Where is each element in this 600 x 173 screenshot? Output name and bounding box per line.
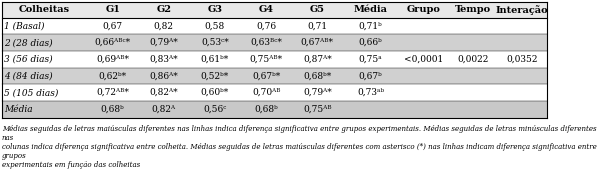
Text: <0,0001: <0,0001 — [404, 55, 443, 64]
Text: 2 (28 dias): 2 (28 dias) — [4, 38, 52, 47]
Bar — [2, 68, 547, 84]
Text: 0,73ᵃᵇ: 0,73ᵃᵇ — [357, 88, 384, 97]
Bar — [2, 84, 547, 101]
Bar — [2, 51, 547, 68]
Text: 0,67ᵇ*: 0,67ᵇ* — [252, 71, 280, 80]
Text: 0,62ᵇ*: 0,62ᵇ* — [98, 71, 127, 80]
Text: Interação: Interação — [496, 5, 548, 15]
Text: G1: G1 — [105, 5, 120, 14]
Text: 0,75ᴬᴮ*: 0,75ᴬᴮ* — [250, 55, 283, 64]
Text: 0,53ᶜ*: 0,53ᶜ* — [201, 38, 229, 47]
Bar — [2, 101, 547, 117]
Text: 0,60ᵇ*: 0,60ᵇ* — [201, 88, 229, 97]
Text: 0,66ᴬᴮᶜ*: 0,66ᴬᴮᶜ* — [95, 38, 131, 47]
Text: G4: G4 — [259, 5, 274, 14]
Text: G2: G2 — [157, 5, 172, 14]
Text: Média: Média — [353, 5, 388, 14]
Text: Grupo: Grupo — [407, 5, 441, 14]
Text: G5: G5 — [310, 5, 325, 14]
Text: 0,86ᴬ*: 0,86ᴬ* — [149, 71, 178, 80]
Text: 0,71ᵇ: 0,71ᵇ — [359, 21, 382, 30]
Text: 0,61ᵇ*: 0,61ᵇ* — [201, 55, 229, 64]
Text: 4 (84 dias): 4 (84 dias) — [4, 71, 52, 80]
Text: 0,67: 0,67 — [103, 21, 123, 30]
Text: 0,67ᵇ: 0,67ᵇ — [359, 71, 382, 80]
Text: 0,0352: 0,0352 — [506, 55, 538, 64]
Text: 0,63ᴮᶜ*: 0,63ᴮᶜ* — [250, 38, 282, 47]
Text: 0,56ᶜ: 0,56ᶜ — [203, 105, 227, 114]
Text: 0,79ᴬ*: 0,79ᴬ* — [149, 38, 178, 47]
Text: 3 (56 dias): 3 (56 dias) — [4, 55, 52, 64]
Text: 0,75ᵃ: 0,75ᵃ — [359, 55, 382, 64]
Text: 0,67ᴬᴮ*: 0,67ᴬᴮ* — [301, 38, 334, 47]
Text: 0,68ᵇ: 0,68ᵇ — [254, 105, 278, 114]
Text: Média: Média — [4, 105, 32, 114]
Text: 0,71: 0,71 — [307, 21, 328, 30]
Text: 0,75ᴬᴮ: 0,75ᴬᴮ — [303, 105, 332, 114]
Text: 0,70ᴬᴮ: 0,70ᴬᴮ — [252, 88, 280, 97]
Text: 0,72ᴬᴮ*: 0,72ᴬᴮ* — [96, 88, 129, 97]
Text: Médias seguidas de letras maiúsculas diferentes nas linhas indica diferença sign: Médias seguidas de letras maiúsculas dif… — [2, 125, 596, 169]
Text: 0,0022: 0,0022 — [457, 55, 488, 64]
Bar — [2, 18, 547, 34]
Text: Tempo: Tempo — [455, 5, 491, 14]
Text: 5 (105 dias): 5 (105 dias) — [4, 88, 58, 97]
Text: 0,82ᴬ*: 0,82ᴬ* — [149, 88, 178, 97]
Text: 0,66ᵇ: 0,66ᵇ — [359, 38, 382, 47]
Text: 0,87ᴬ*: 0,87ᴬ* — [303, 55, 332, 64]
Text: 1 (Basal): 1 (Basal) — [4, 21, 44, 30]
Text: 0,68ᵇ*: 0,68ᵇ* — [303, 71, 331, 80]
Text: 0,76: 0,76 — [256, 21, 276, 30]
Text: 0,69ᴬᴮ*: 0,69ᴬᴮ* — [96, 55, 129, 64]
Text: 0,79ᴬ*: 0,79ᴬ* — [303, 88, 332, 97]
Bar — [2, 2, 547, 18]
Text: Colheitas: Colheitas — [19, 5, 70, 14]
Text: 0,68ᵇ: 0,68ᵇ — [101, 105, 125, 114]
Bar — [2, 34, 547, 51]
Text: 0,52ᵇ*: 0,52ᵇ* — [201, 71, 229, 80]
Text: 0,58: 0,58 — [205, 21, 225, 30]
Text: 0,82ᴬ: 0,82ᴬ — [152, 105, 176, 114]
Text: 0,83ᴬ*: 0,83ᴬ* — [149, 55, 178, 64]
Text: G3: G3 — [208, 5, 223, 14]
Text: 0,82: 0,82 — [154, 21, 174, 30]
